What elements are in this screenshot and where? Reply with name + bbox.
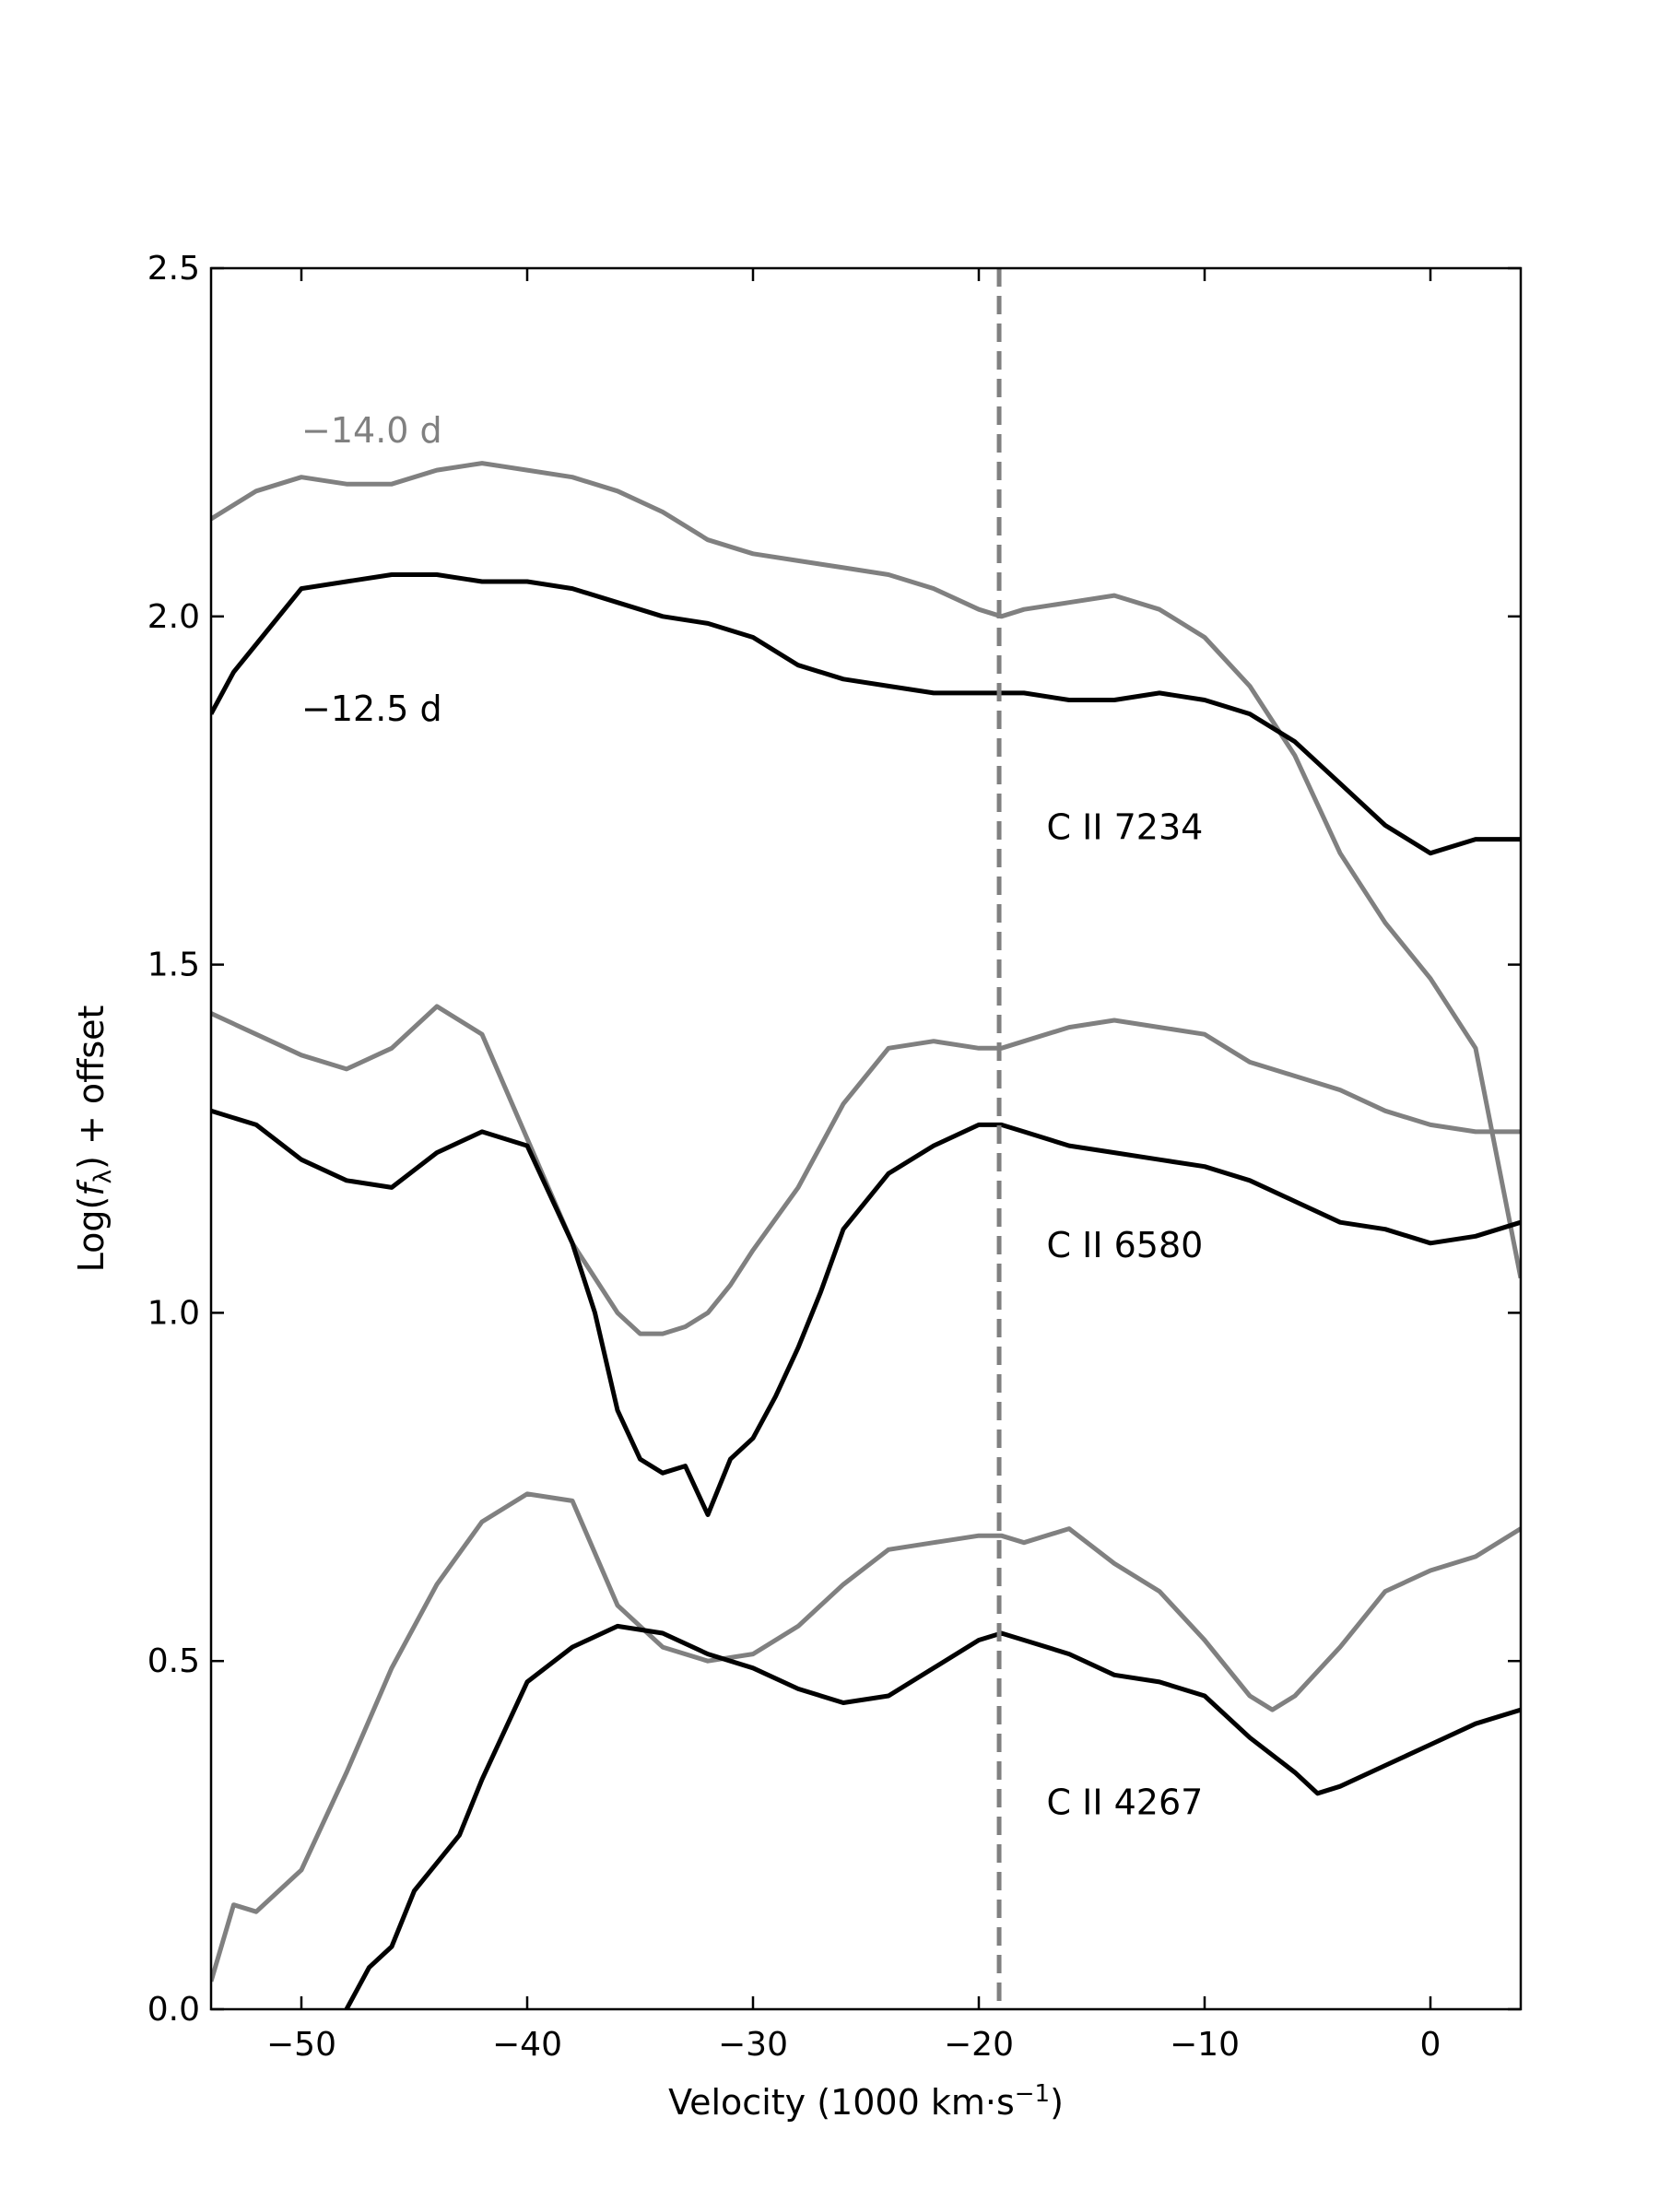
plot-frame [209, 266, 1523, 2011]
y-tick-label: 0.5 [147, 1642, 200, 1680]
y-tick-label: 0.0 [147, 1991, 200, 2029]
x-tick-label: −10 [1170, 2026, 1240, 2064]
y-tick-label: 2.0 [147, 598, 200, 636]
y-axis-label: Log(fλ) + offset [71, 1006, 117, 1273]
x-tick-label: −30 [718, 2026, 788, 2064]
tick-layer: −50 −40 −30 −20 −10 0 0.0 0.5 1.0 1.5 2.0 2.5 [147, 250, 1521, 2064]
x-tick-label: 0 [1420, 2026, 1441, 2064]
y-tick-label: 1.0 [147, 1294, 200, 1332]
series-line-4 [211, 1108, 1521, 1517]
epoch-label-late: −12.5 d [301, 688, 442, 729]
line-label-c2-7234: C II 7234 [1047, 807, 1204, 848]
y-tick-label: 2.5 [147, 250, 200, 288]
x-tick-label: −20 [944, 2026, 1014, 2064]
x-tick-label: −40 [492, 2026, 562, 2064]
y-tick-label: 1.5 [147, 947, 200, 984]
series-line-3 [211, 1004, 1521, 1336]
series-line-2 [211, 572, 1521, 856]
series-line-5 [211, 1491, 1521, 1983]
series-layer [211, 461, 1521, 2009]
line-label-c2-4267: C II 4267 [1047, 1782, 1204, 1822]
x-axis-label: Velocity (1000 km·s−1) [668, 2080, 1064, 2123]
x-tick-label: −50 [266, 2026, 336, 2064]
series-line-6 [344, 1623, 1521, 2009]
line-label-c2-6580: C II 6580 [1047, 1225, 1204, 1265]
epoch-label-early: −14.0 d [301, 410, 442, 451]
series-line-1 [211, 461, 1521, 1279]
